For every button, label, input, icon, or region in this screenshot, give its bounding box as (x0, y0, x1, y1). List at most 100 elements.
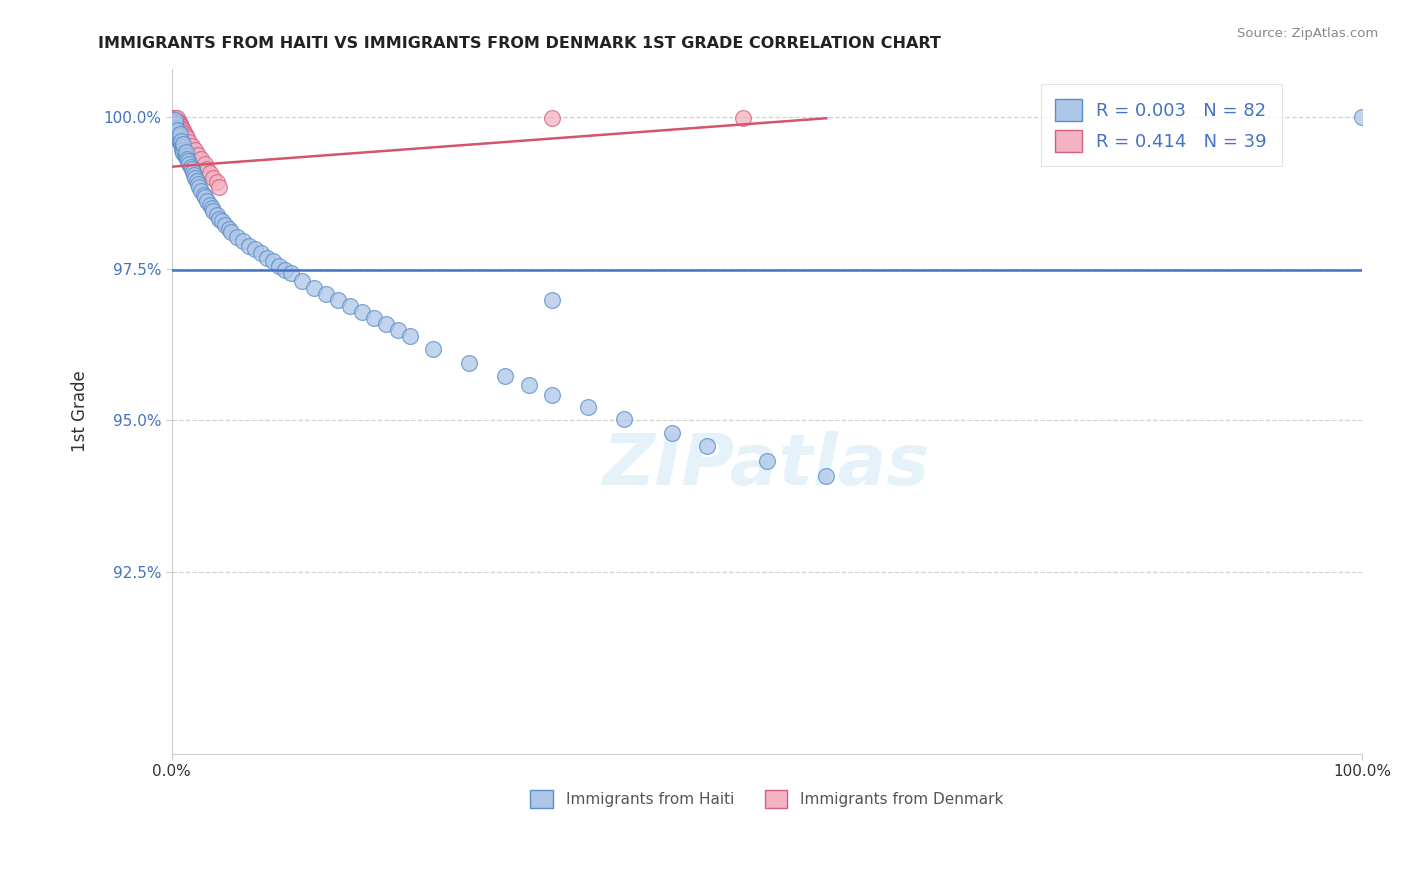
Point (172, 146, 194, 161)
Point (422, 342, 444, 356)
Point (755, 454, 778, 468)
Point (165, 113, 187, 128)
Point (1351, 110, 1374, 124)
Point (187, 147, 209, 161)
Point (172, 122, 194, 136)
Point (163, 115, 186, 129)
Point (208, 211, 231, 226)
Point (167, 115, 190, 129)
Point (214, 218, 236, 232)
Point (541, 112, 564, 126)
Point (183, 168, 205, 182)
Point (815, 468, 838, 483)
Point (238, 238, 260, 252)
Point (165, 120, 187, 135)
Point (167, 129, 190, 144)
Point (201, 201, 224, 215)
Point (165, 117, 187, 131)
Point (177, 153, 200, 168)
Point (202, 204, 225, 219)
Point (458, 355, 481, 369)
Point (184, 170, 207, 185)
Point (165, 113, 187, 128)
Point (176, 153, 198, 167)
Point (165, 125, 187, 139)
Point (267, 259, 290, 273)
Point (167, 133, 190, 147)
Point (172, 144, 194, 158)
Point (179, 157, 201, 171)
Point (163, 116, 186, 130)
Point (250, 246, 273, 260)
Point (198, 166, 221, 180)
Point (291, 274, 314, 288)
Point (374, 318, 396, 332)
Point (398, 329, 420, 343)
Point (165, 113, 187, 128)
Point (194, 157, 217, 171)
Point (170, 119, 193, 133)
Point (166, 117, 188, 131)
Point (198, 198, 221, 212)
Point (387, 323, 409, 337)
Point (205, 176, 228, 190)
Point (190, 184, 212, 198)
Point (162, 116, 184, 130)
Point (180, 160, 202, 174)
Point (187, 177, 209, 191)
Point (165, 128, 187, 143)
Y-axis label: 1st Grade: 1st Grade (72, 370, 89, 452)
Point (363, 311, 385, 326)
Point (517, 378, 540, 392)
Point (165, 115, 187, 129)
Point (280, 267, 302, 281)
Point (350, 305, 373, 319)
Point (173, 127, 195, 141)
Point (184, 144, 207, 158)
Point (576, 400, 599, 414)
Point (169, 119, 191, 133)
Point (174, 149, 197, 163)
Point (162, 112, 184, 126)
Point (174, 129, 197, 144)
Point (172, 137, 194, 152)
Point (541, 293, 564, 307)
Point (170, 137, 193, 152)
Point (172, 140, 194, 154)
Point (172, 125, 194, 139)
Point (162, 113, 184, 128)
Point (273, 262, 295, 277)
Point (167, 117, 190, 131)
Point (193, 187, 215, 202)
Legend: Immigrants from Haiti, Immigrants from Denmark: Immigrants from Haiti, Immigrants from D… (524, 783, 1010, 814)
Point (180, 139, 202, 153)
Point (179, 136, 201, 150)
Point (211, 214, 233, 228)
Point (169, 127, 191, 141)
Point (166, 128, 188, 143)
Point (166, 112, 188, 126)
Point (194, 190, 217, 204)
Point (170, 134, 193, 148)
Point (243, 242, 266, 256)
Point (174, 145, 197, 160)
Point (186, 174, 208, 188)
Point (541, 387, 564, 401)
Text: ZIPatlas: ZIPatlas (603, 432, 931, 500)
Point (170, 120, 193, 135)
Point (165, 112, 187, 126)
Point (256, 251, 278, 265)
Point (195, 161, 218, 176)
Point (661, 426, 683, 441)
Point (218, 222, 240, 236)
Point (180, 161, 202, 176)
Point (169, 136, 191, 150)
Point (696, 439, 718, 453)
Point (339, 299, 361, 313)
Text: IMMIGRANTS FROM HAITI VS IMMIGRANTS FROM DENMARK 1ST GRADE CORRELATION CHART: IMMIGRANTS FROM HAITI VS IMMIGRANTS FROM… (98, 36, 941, 51)
Point (165, 112, 187, 126)
Point (172, 123, 194, 137)
Point (232, 234, 254, 248)
Text: Source: ZipAtlas.com: Source: ZipAtlas.com (1237, 27, 1378, 40)
Point (328, 293, 350, 307)
